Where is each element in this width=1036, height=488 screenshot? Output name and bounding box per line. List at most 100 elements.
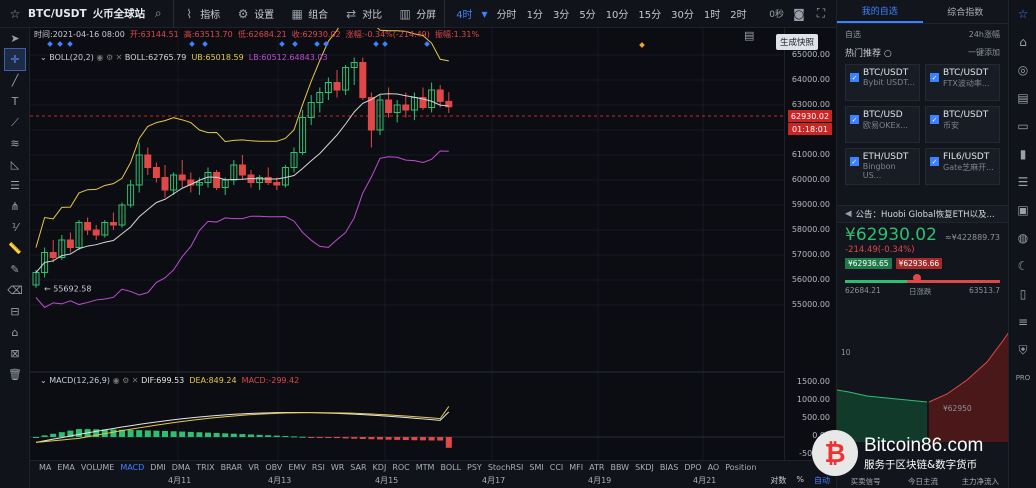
one-click-add-button[interactable]: 一键添加: [968, 47, 1000, 57]
refresh-icon[interactable]: ○: [883, 48, 892, 59]
period-3[interactable]: 3分: [552, 10, 570, 21]
indicator-bias[interactable]: BIAS: [659, 462, 679, 472]
period-9[interactable]: 2时: [730, 10, 747, 21]
tab-today-main[interactable]: 今日主流: [907, 476, 938, 486]
period-6[interactable]: 15分: [638, 10, 662, 21]
fib-tool-icon[interactable]: ☰: [10, 179, 20, 192]
split-screen-button[interactable]: ▥ 分屏: [390, 0, 444, 28]
indicator-wr[interactable]: WR: [330, 462, 345, 472]
time-axis[interactable]: 4月11 4月13 4月15 4月17 4月19 4月21: [30, 475, 836, 487]
percent-scale-toggle[interactable]: %: [796, 475, 804, 484]
compare-button[interactable]: ⇄ 对比: [336, 0, 390, 28]
tab-my-watchlist[interactable]: 我的自选: [837, 0, 923, 23]
search-icon[interactable]: ⌕: [154, 6, 162, 20]
indicator-stochrsi[interactable]: StochRSI: [487, 462, 524, 472]
layers-icon[interactable]: ≡: [1017, 315, 1029, 329]
checkbox-icon[interactable]: ✓: [850, 115, 859, 124]
hot-card[interactable]: ✓ ETH/USDT Bingbon US...: [845, 148, 920, 185]
indicator-brar[interactable]: BRAR: [220, 462, 243, 472]
ruler-icon[interactable]: 📏: [8, 242, 22, 255]
list-icon[interactable]: ☰: [1017, 175, 1029, 189]
text-tool-icon[interactable]: T: [11, 95, 19, 108]
clipboard-icon[interactable]: ▭: [1017, 119, 1029, 133]
indicator-sar[interactable]: SAR: [350, 462, 367, 472]
symbol-selector[interactable]: ☆ BTC/USDT 火币全球站 ⌕: [0, 0, 175, 28]
collapse-icon[interactable]: ⌄: [40, 53, 47, 62]
indicator-trix[interactable]: TRIX: [196, 462, 215, 472]
moon-icon[interactable]: ☾: [1017, 259, 1029, 273]
hot-card[interactable]: ✓ FIL6/USDT Gate芝麻开...: [925, 148, 1000, 185]
auto-scale-toggle[interactable]: 自动: [814, 476, 830, 485]
log-scale-toggle[interactable]: 对数: [770, 476, 787, 485]
period-2[interactable]: 1分: [526, 10, 543, 21]
brush-icon[interactable]: ✎: [10, 263, 20, 276]
indicator-button[interactable]: ⌇ 指标: [174, 0, 228, 28]
lock-icon[interactable]: ⊠: [10, 347, 20, 360]
tab-composite-index[interactable]: 综合指数: [947, 8, 984, 18]
hot-card[interactable]: ✓ BTC/USDT Bybit USDT...: [845, 64, 920, 101]
eraser-icon[interactable]: ⌫: [7, 284, 23, 297]
tab-signals[interactable]: 买卖信号: [850, 476, 881, 486]
layout-icon[interactable]: ▤: [744, 29, 755, 42]
indicator-ma[interactable]: MA: [39, 462, 52, 472]
indicator-dmi[interactable]: DMI: [150, 462, 166, 472]
indicator-mfi[interactable]: MFI: [569, 462, 584, 472]
change-24h-label[interactable]: 24h涨幅: [968, 29, 1000, 39]
cursor-arrow-icon[interactable]: ➤: [10, 32, 20, 45]
indicator-psy[interactable]: PSY: [467, 462, 482, 472]
indicator-vr[interactable]: VR: [248, 462, 260, 472]
indicator-boll[interactable]: BOLL: [440, 462, 462, 472]
period-0[interactable]: 4时: [456, 10, 473, 21]
image-icon[interactable]: ▣: [1017, 203, 1029, 217]
pitchfork-tool-icon[interactable]: ⋔: [10, 200, 20, 213]
bar-chart-icon[interactable]: ▮: [1019, 147, 1027, 161]
fullscreen-icon[interactable]: ⛶: [816, 6, 826, 20]
indicator-dma[interactable]: DMA: [171, 462, 191, 472]
magnet-icon[interactable]: ⌂: [11, 326, 19, 339]
hot-card[interactable]: ✓ BTC/USDT FTX波动率...: [925, 64, 1000, 101]
checkbox-icon[interactable]: ✓: [930, 157, 939, 166]
indicator-cci[interactable]: CCI: [549, 462, 564, 472]
indicator-kdj[interactable]: KDJ: [372, 462, 387, 472]
channel-tool-icon[interactable]: ≋: [10, 137, 20, 150]
calendar-icon[interactable]: ▤: [1017, 91, 1029, 105]
period-7[interactable]: 30分: [671, 10, 694, 21]
indicator-bbw[interactable]: BBW: [610, 462, 630, 472]
indicator-dpo[interactable]: DPO: [684, 462, 702, 472]
period-5[interactable]: 10分: [605, 10, 629, 21]
measure-icon[interactable]: ⊟: [10, 305, 20, 318]
compass-icon[interactable]: ◎: [1017, 63, 1029, 77]
indicator-skdj[interactable]: SKDJ: [635, 462, 654, 472]
checkbox-icon[interactable]: ✓: [850, 157, 859, 166]
checkbox-icon[interactable]: ✓: [850, 73, 859, 82]
chevron-down-icon[interactable]: ▾: [481, 6, 488, 21]
indicator-mtm[interactable]: MTM: [415, 462, 435, 472]
hot-card[interactable]: ✓ BTC/USD 欧易OKEx...: [845, 106, 920, 143]
star-icon[interactable]: ☆: [9, 6, 21, 21]
triangle-tool-icon[interactable]: ◺: [10, 158, 20, 171]
hot-card[interactable]: ✓ BTC/USDT 币安: [925, 106, 1000, 143]
price-axis[interactable]: 65000.0064000.0063000.0062000.0061000.00…: [784, 28, 836, 488]
shield-icon[interactable]: ⛨: [1018, 342, 1028, 357]
indicator-volume[interactable]: VOLUME: [80, 462, 115, 472]
pro-icon[interactable]: PRO: [1015, 374, 1031, 382]
indicator-ema[interactable]: EMA: [57, 462, 75, 472]
notice-bar[interactable]: ◀ 公告：Huobi Global恢复ETH以及...: [837, 205, 1008, 223]
fraction-tool-icon[interactable]: ⅟: [11, 221, 19, 234]
indicator-rsi[interactable]: RSI: [311, 462, 325, 472]
candlestick-chart[interactable]: ← 55692.58: [30, 28, 784, 460]
trash-icon[interactable]: 🗑: [8, 368, 22, 381]
star-icon[interactable]: ☆: [1017, 7, 1029, 21]
tab-net-inflow[interactable]: 主力净流入: [961, 476, 1000, 486]
indicator-obv[interactable]: OBV: [265, 462, 283, 472]
settings-button[interactable]: ⚙ 设置: [228, 0, 282, 28]
doc-icon[interactable]: ▯: [1019, 287, 1027, 301]
ray-tool-icon[interactable]: ⟋: [11, 115, 19, 129]
period-8[interactable]: 1时: [703, 10, 721, 21]
indicator-macd[interactable]: MACD: [120, 462, 145, 472]
crosshair-icon[interactable]: ✛: [4, 48, 26, 71]
collapse-icon[interactable]: ⌄: [40, 376, 47, 385]
indicator-roc[interactable]: ROC: [392, 462, 410, 472]
eye-icon[interactable]: ◉ ⚙ ✕: [112, 376, 139, 385]
indicator-position[interactable]: Position: [725, 462, 757, 472]
